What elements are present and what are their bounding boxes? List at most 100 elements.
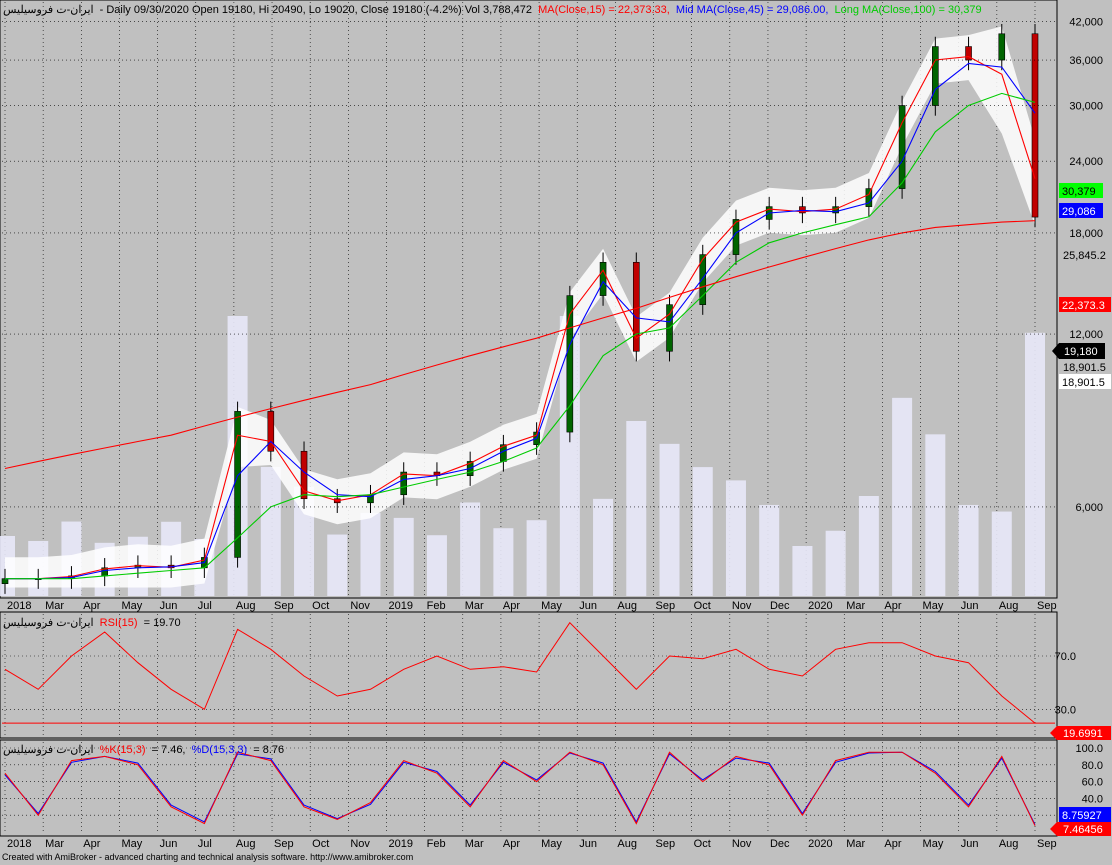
stoch-x-tick-label: Apr (503, 838, 520, 850)
ma15-badge: 22,373.3 (1059, 297, 1111, 312)
volume-bar (825, 530, 846, 596)
stoch-x-tick-label: Apr (884, 838, 901, 850)
stoch-d-label: %D(15,3,3) (192, 744, 248, 756)
volume-bar (526, 520, 547, 596)
price-x-tick-label: May (121, 600, 142, 612)
stoch-y-tick-label: 80.0 (1082, 760, 1103, 772)
level-label: 25,845.2 (1063, 250, 1106, 262)
volume-bar (858, 496, 879, 596)
price-x-tick-label: Mar (465, 600, 484, 612)
stoch-panel (0, 739, 1058, 837)
price-x-tick-label: Mar (846, 600, 865, 612)
candle-body (1, 578, 9, 585)
rsi-y-tick-label: 70.0 (1055, 651, 1076, 663)
volume-bar (925, 434, 946, 596)
volume-bar (792, 546, 813, 596)
stoch-x-tick-label: Sep (1037, 838, 1057, 850)
price-x-tick-label: Aug (236, 600, 256, 612)
candle-body (932, 46, 939, 106)
rsi-symbol: ایران-ت فروسیلیس (3, 617, 94, 629)
stoch-x-tick-label: Aug (999, 838, 1019, 850)
price-panel (0, 0, 1058, 599)
volume-bar (327, 534, 348, 596)
stoch-x-tick-label: Mar (465, 838, 484, 850)
stoch-x-tick-label: May (541, 838, 562, 850)
candle-body (599, 261, 607, 296)
volume-bar (626, 421, 647, 596)
trendline (4, 220, 1036, 470)
candle-body (998, 33, 1006, 61)
price-y-tick-label: 6,000 (1075, 502, 1103, 514)
price-x-tick-label: Jun (579, 600, 597, 612)
stoch-x-tick-label: Dec (770, 838, 790, 850)
volume-bar (692, 467, 713, 596)
close-badge: 19,180 (1052, 343, 1105, 359)
volume-bar (725, 480, 746, 596)
ohlc-info: - Daily 09/30/2020 Open 19180, Hi 20490,… (100, 4, 532, 16)
price-x-tick-label: Aug (999, 600, 1019, 612)
ma45-badge: 29,086 (1059, 203, 1103, 218)
stoch-x-tick-label: Jun (160, 838, 178, 850)
price-x-tick-label: Nov (350, 600, 370, 612)
price-y-tick-label: 24,000 (1069, 156, 1103, 168)
candle-body (632, 261, 640, 352)
stoch-x-tick-label: Jun (961, 838, 979, 850)
volume-bar (460, 502, 481, 596)
price-y-tick-label: 18,000 (1069, 228, 1103, 240)
price-x-tick-label: Oct (694, 600, 711, 612)
price-x-tick-label: 2018 (7, 600, 31, 612)
rsi-badge-text: 19.6991 (1063, 728, 1103, 740)
stoch-x-tick-label: Aug (236, 838, 256, 850)
price-x-tick-label: Apr (83, 600, 100, 612)
stoch-x-tick-label: May (121, 838, 142, 850)
candle-body (566, 295, 574, 433)
ma100-badge-text: 30,379 (1062, 186, 1096, 198)
candle-body (400, 471, 408, 496)
rsi-badge: 19.6991 (1050, 726, 1111, 740)
price-x-tick-label: 2019 (388, 600, 412, 612)
stoch-x-tick-label: Sep (274, 838, 294, 850)
stoch-x-tick-label: Nov (350, 838, 370, 850)
symbol-label: ایران-ت فروسیلیس (3, 4, 94, 16)
stoch-symbol: ایران-ت فروسیلیس (3, 744, 94, 756)
stoch-x-tick-label: Sep (656, 838, 676, 850)
price-x-tick-label: Sep (274, 600, 294, 612)
price-x-tick-label: May (923, 600, 944, 612)
price-y-tick-label: 42,000 (1069, 17, 1103, 29)
candle-body (1031, 33, 1039, 218)
volume-bar (593, 498, 614, 596)
volume-bar (559, 316, 580, 596)
candle-body (699, 254, 707, 305)
stoch-d-badge: 8.75927 (1059, 807, 1111, 822)
stoch-y-tick-label: 40.0 (1082, 793, 1103, 805)
rsi-y-tick-label: 30.0 (1055, 704, 1076, 716)
stoch-x-tick-label: Mar (846, 838, 865, 850)
stoch-x-tick-label: Apr (83, 838, 100, 850)
stoch-x-tick-label: 2018 (7, 838, 31, 850)
rsi-label: RSI(15) (100, 617, 138, 629)
bollinger-band (5, 26, 1035, 588)
price-x-tick-label: Oct (312, 600, 329, 612)
price-x-tick-label: Dec (770, 600, 790, 612)
volume-bar (360, 512, 381, 596)
stoch-x-tick-label: Oct (694, 838, 711, 850)
close-badge-text: 19,180 (1064, 346, 1098, 358)
stoch-x-tick-label: 2020 (808, 838, 832, 850)
stoch-y-tick-label: 60.0 (1082, 777, 1103, 789)
volume-bar (958, 504, 979, 596)
stoch-k-label: %K(15,3) (100, 744, 146, 756)
ma100-line (5, 92, 1036, 580)
stoch-k-badge: 7.46456 (1050, 822, 1111, 836)
price-x-tick-label: 2020 (808, 600, 832, 612)
stoch-k-badge-text: 7.46456 (1063, 824, 1103, 836)
chart-header: ایران-ت فروسیلیس - Daily 09/30/2020 Open… (3, 4, 982, 16)
ma100-badge: 30,379 (1059, 183, 1103, 198)
price-x-tick-label: Jun (961, 600, 979, 612)
volume-bar (426, 535, 447, 596)
ma15-label: MA(Close,15) = 22,373.33, (538, 4, 670, 16)
stoch-x-tick-label: 2019 (388, 838, 412, 850)
volume-bar (759, 504, 780, 596)
price-x-tick-label: Feb (427, 600, 446, 612)
rsi-value: = 19.70 (144, 617, 181, 629)
